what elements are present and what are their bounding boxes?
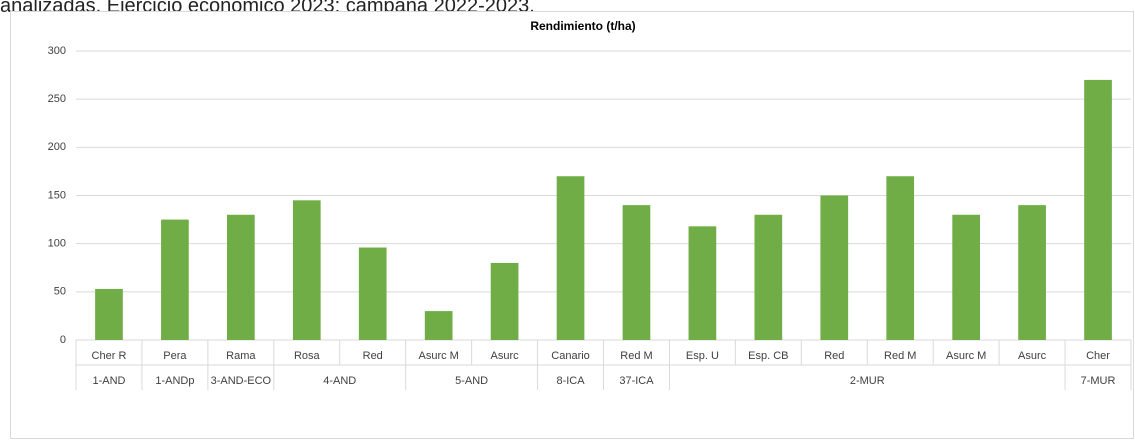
y-tick-label: 50 — [54, 286, 66, 298]
group-label: 3-AND-ECO — [211, 375, 272, 387]
bar — [622, 205, 651, 340]
x-tick-label: Rama — [226, 350, 256, 362]
bar — [688, 226, 717, 340]
bar — [1018, 205, 1046, 340]
x-tick-label: Asurc M — [946, 350, 986, 362]
x-tick-label: Canario — [551, 350, 590, 362]
x-tick-label: Pera — [163, 350, 187, 362]
bar — [292, 200, 321, 340]
x-tick-label: Cher — [1086, 350, 1110, 362]
bar — [1084, 79, 1112, 341]
x-tick-label: Red — [824, 350, 844, 362]
y-tick-label: 200 — [48, 141, 66, 153]
y-tick-label: 150 — [48, 189, 66, 201]
y-tick-label: 300 — [48, 45, 66, 57]
bar — [226, 214, 255, 340]
group-label: 2-MUR — [850, 375, 885, 387]
chart-title: Rendimiento (t/ha) — [530, 19, 635, 33]
bar — [161, 219, 189, 340]
x-tick-label: Esp. U — [686, 350, 719, 362]
y-tick-label: 0 — [60, 334, 66, 346]
y-tick-label: 250 — [48, 93, 66, 105]
bar — [820, 195, 849, 340]
bar — [490, 262, 519, 340]
x-tick-label: Red M — [884, 350, 916, 362]
bar — [886, 176, 915, 340]
bar — [556, 176, 585, 340]
group-label: 1-ANDp — [155, 375, 194, 387]
group-label: 5-AND — [455, 375, 488, 387]
x-tick-label: Cher R — [92, 350, 127, 362]
y-tick-label: 100 — [48, 238, 66, 250]
bar — [424, 311, 453, 340]
group-label: 37-ICA — [619, 375, 654, 387]
x-tick-label: Asurc M — [418, 350, 458, 362]
group-label: 1-AND — [92, 375, 125, 387]
x-tick-label: Red — [363, 350, 383, 362]
bar — [358, 247, 387, 340]
x-tick-label: Esp. CB — [748, 350, 788, 362]
x-tick-label: Rosa — [294, 350, 321, 362]
group-label: 8-ICA — [556, 375, 585, 387]
bar — [754, 214, 783, 340]
bar — [95, 288, 123, 340]
group-label: 4-AND — [323, 375, 356, 387]
x-tick-label: Asurc — [491, 350, 520, 362]
group-label: 7-MUR — [1081, 375, 1116, 387]
x-tick-label: Asurc — [1018, 350, 1047, 362]
bar — [952, 214, 981, 340]
x-tick-label: Red M — [620, 350, 652, 362]
